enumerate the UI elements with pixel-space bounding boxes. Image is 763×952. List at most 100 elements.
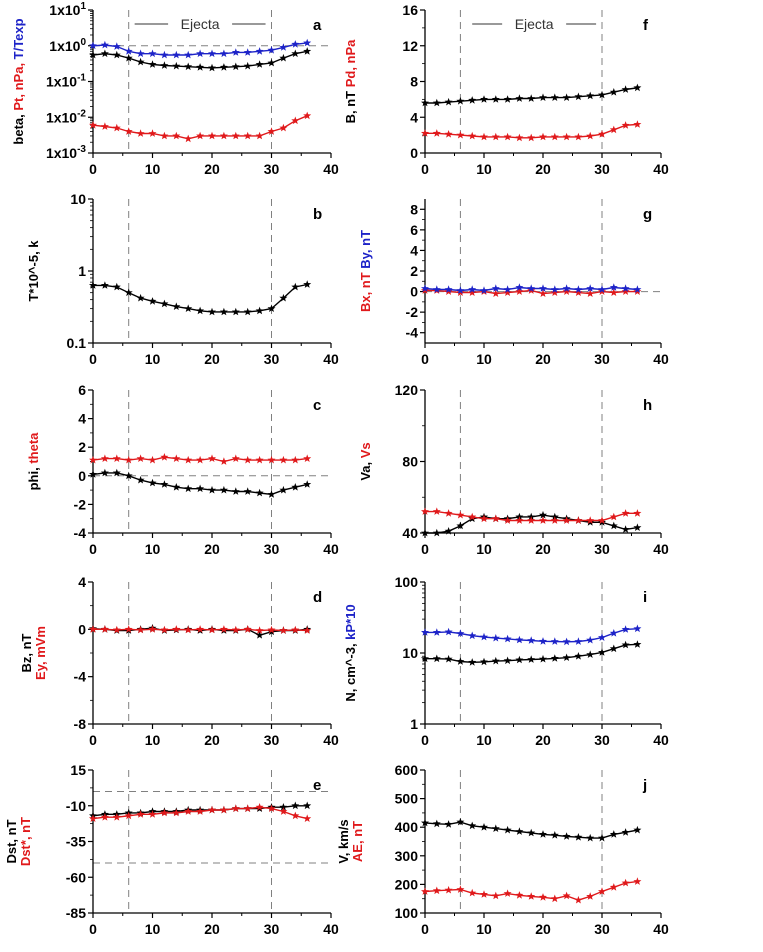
data-point-e-Dst* bbox=[243, 804, 252, 812]
y-tick-label: -35 bbox=[66, 834, 86, 850]
data-point-a-T/Texp bbox=[172, 50, 181, 59]
data-point-g-By bbox=[480, 286, 488, 294]
data-point-h-Va bbox=[432, 528, 441, 537]
data-point-f-Pd bbox=[633, 120, 642, 128]
x-tick-label: 30 bbox=[594, 351, 610, 367]
data-point-g-By bbox=[633, 285, 642, 293]
data-point-c-phi bbox=[303, 480, 312, 488]
data-point-d-Ey bbox=[196, 625, 205, 633]
data-point-c-theta bbox=[303, 454, 312, 462]
data-point-g-By bbox=[421, 284, 429, 292]
data-point-c-phi bbox=[124, 471, 133, 480]
data-point-a-beta bbox=[112, 50, 121, 59]
data-point-b-T bbox=[136, 293, 145, 302]
data-point-a-beta bbox=[267, 58, 276, 67]
y-tick-label: 1 bbox=[78, 263, 86, 279]
data-point-i-N bbox=[550, 654, 559, 662]
data-point-e-Dst* bbox=[100, 813, 109, 821]
data-point-f-B bbox=[633, 83, 642, 92]
data-point-f-Pd bbox=[444, 130, 453, 138]
data-point-j-AE bbox=[621, 878, 630, 887]
data-point-a-T/Texp bbox=[124, 47, 133, 55]
x-tick-label: 0 bbox=[89, 732, 97, 748]
y-tick-label: -2 bbox=[74, 496, 87, 512]
data-point-i-N bbox=[621, 640, 630, 649]
data-point-a-beta bbox=[148, 60, 157, 68]
data-point-a-Pt bbox=[89, 121, 97, 129]
data-point-a-Pt bbox=[100, 122, 109, 130]
data-point-f-Pd bbox=[621, 121, 630, 129]
x-tick-label: 30 bbox=[264, 161, 280, 177]
data-point-j-AE bbox=[444, 885, 453, 894]
data-point-a-Pt bbox=[196, 131, 205, 140]
data-point-a-beta bbox=[243, 61, 252, 70]
data-point-c-phi bbox=[231, 487, 240, 495]
data-point-h-Vs bbox=[633, 509, 642, 517]
data-point-a-beta bbox=[255, 60, 264, 68]
data-point-j-AE bbox=[550, 894, 559, 903]
data-point-j-AE bbox=[586, 892, 595, 900]
y-axis-label-h: Va, Vs bbox=[358, 442, 373, 480]
data-point-a-Pt bbox=[219, 131, 228, 140]
y-tick-label: 1 bbox=[410, 716, 418, 732]
data-point-j-V bbox=[562, 832, 571, 840]
x-tick-label: 20 bbox=[535, 921, 551, 937]
y-tick-label: 12 bbox=[402, 38, 418, 54]
y-tick-label: 120 bbox=[395, 382, 419, 398]
data-point-c-theta bbox=[219, 457, 228, 465]
data-point-g-By bbox=[539, 284, 547, 292]
data-point-i-kP*10 bbox=[598, 633, 606, 641]
data-point-f-B bbox=[503, 95, 512, 103]
data-point-a-beta bbox=[303, 47, 312, 55]
x-tick-label: 20 bbox=[204, 351, 220, 367]
data-point-f-B bbox=[562, 93, 571, 101]
x-tick-label: 10 bbox=[476, 161, 492, 177]
data-point-h-Vs bbox=[574, 516, 583, 524]
y-tick-label: -4 bbox=[406, 325, 419, 341]
y-axis-label-d: Ey, mVm bbox=[33, 626, 48, 680]
y-axis-label-e: Dst*, nT bbox=[18, 817, 33, 866]
data-point-h-Vs bbox=[621, 509, 630, 517]
data-point-j-V bbox=[456, 817, 465, 826]
data-point-i-kP*10 bbox=[468, 631, 477, 640]
x-tick-label: 0 bbox=[421, 921, 429, 937]
y-tick-label: 1x10-3 bbox=[46, 144, 86, 161]
data-point-f-Pd bbox=[574, 132, 583, 141]
data-point-f-Pd bbox=[539, 132, 547, 141]
data-point-c-theta bbox=[136, 454, 145, 462]
data-point-b-T bbox=[148, 297, 157, 305]
y-tick-label: 80 bbox=[402, 454, 418, 470]
x-tick-label: 30 bbox=[264, 732, 280, 748]
data-point-i-kP*10 bbox=[503, 634, 512, 643]
x-tick-label: 40 bbox=[323, 732, 339, 748]
data-point-j-AE bbox=[539, 893, 547, 901]
data-point-a-T/Texp bbox=[100, 40, 109, 49]
data-point-a-Pt bbox=[279, 123, 288, 132]
data-point-a-Pt bbox=[184, 134, 193, 143]
data-point-b-T bbox=[243, 307, 252, 316]
data-point-j-V bbox=[432, 819, 441, 828]
y-tick-label: 2 bbox=[78, 439, 86, 455]
data-point-a-Pt bbox=[255, 131, 264, 140]
data-point-a-beta bbox=[219, 63, 228, 71]
data-point-i-kP*10 bbox=[527, 636, 536, 644]
data-point-c-phi bbox=[172, 483, 181, 491]
data-point-f-Pd bbox=[480, 132, 488, 141]
data-point-h-Vs bbox=[444, 509, 453, 517]
data-point-g-By bbox=[468, 285, 477, 293]
y-tick-label: 10 bbox=[402, 645, 418, 661]
y-tick-label: 1x101 bbox=[49, 1, 86, 18]
y-axis-label-i: N, cm^-3, kP*10 bbox=[343, 604, 358, 701]
data-point-g-By bbox=[515, 283, 524, 291]
data-point-a-Pt bbox=[124, 127, 133, 135]
x-tick-label: 30 bbox=[264, 541, 280, 557]
data-point-g-Bx bbox=[503, 288, 512, 296]
x-tick-label: 40 bbox=[323, 161, 339, 177]
data-point-i-kP*10 bbox=[515, 635, 524, 644]
panel-c: 0 10 20 30 40 -4 -2 0 2 4 6 c phi, theta bbox=[26, 382, 339, 557]
data-point-e-Dst bbox=[279, 803, 288, 811]
data-point-d-Ey bbox=[148, 625, 157, 633]
data-point-a-Pt bbox=[148, 129, 157, 137]
data-point-e-Dst* bbox=[89, 814, 97, 822]
